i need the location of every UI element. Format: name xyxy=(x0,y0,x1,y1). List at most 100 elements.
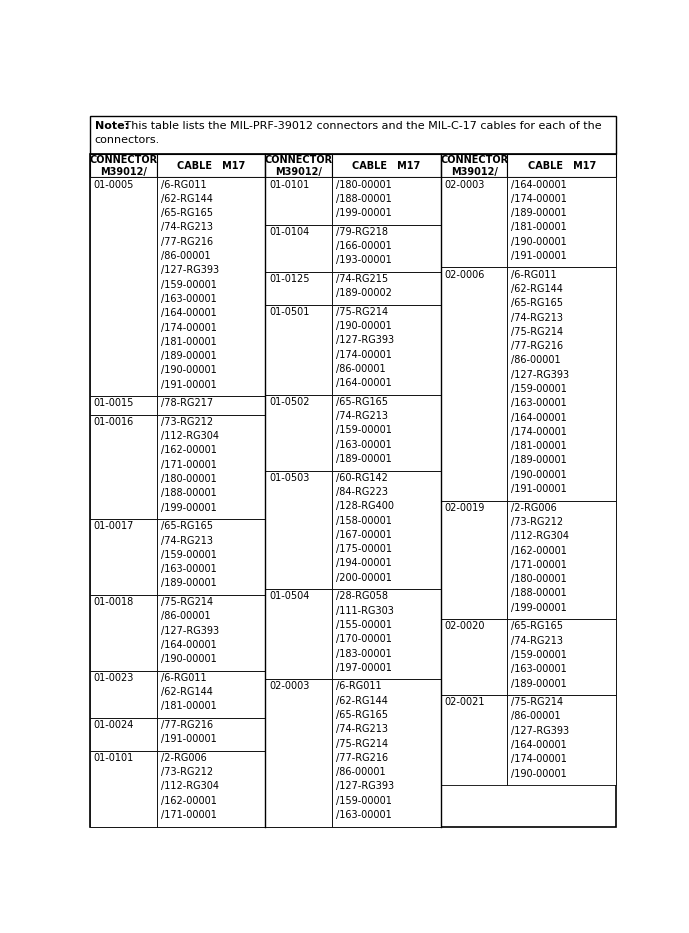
Text: /191-00001: /191-00001 xyxy=(511,484,567,494)
Bar xyxy=(90,595,156,671)
Text: /189-00001: /189-00001 xyxy=(511,455,567,466)
Text: /73-RG212: /73-RG212 xyxy=(161,417,213,427)
Text: 01-0017: 01-0017 xyxy=(94,522,134,531)
Text: /65-RG165: /65-RG165 xyxy=(336,397,388,407)
Text: /190-00001: /190-00001 xyxy=(336,321,391,331)
Text: /181-00001: /181-00001 xyxy=(511,222,567,232)
Text: /159-00001: /159-00001 xyxy=(336,796,392,806)
Text: /163-00001: /163-00001 xyxy=(511,664,567,675)
Text: /164-00001: /164-00001 xyxy=(161,308,216,318)
Text: /191-00001: /191-00001 xyxy=(161,734,216,745)
Text: /74-RG213: /74-RG213 xyxy=(336,411,388,421)
Text: /158-00001: /158-00001 xyxy=(336,516,392,525)
Text: CABLE   M17: CABLE M17 xyxy=(352,160,420,171)
Text: /74-RG213: /74-RG213 xyxy=(161,536,212,546)
Bar xyxy=(441,500,508,620)
Bar xyxy=(441,268,508,500)
Text: /181-00001: /181-00001 xyxy=(161,337,216,347)
Bar xyxy=(265,679,332,827)
Text: 02-0020: 02-0020 xyxy=(444,621,485,632)
Text: /73-RG212: /73-RG212 xyxy=(511,517,564,527)
Text: 01-0005: 01-0005 xyxy=(94,179,134,189)
Bar xyxy=(90,116,616,154)
Text: /74-RG213: /74-RG213 xyxy=(161,222,212,232)
Text: /174-00001: /174-00001 xyxy=(161,323,216,332)
Bar xyxy=(508,177,616,268)
Text: /28-RG058: /28-RG058 xyxy=(336,592,388,602)
Bar xyxy=(156,177,265,397)
Bar xyxy=(508,154,616,177)
Text: 01-0502: 01-0502 xyxy=(269,397,310,407)
Text: /62-RG144: /62-RG144 xyxy=(336,696,388,705)
Text: /163-00001: /163-00001 xyxy=(161,564,216,574)
Text: /159-00001: /159-00001 xyxy=(511,384,567,394)
Text: 01-0104: 01-0104 xyxy=(269,227,309,237)
Text: /190-00001: /190-00001 xyxy=(161,366,216,375)
Text: 01-0023: 01-0023 xyxy=(94,673,134,683)
Text: /6-RG011: /6-RG011 xyxy=(511,270,557,280)
Text: /127-RG393: /127-RG393 xyxy=(161,626,218,635)
Text: /163-00001: /163-00001 xyxy=(336,439,391,450)
Text: /200-00001: /200-00001 xyxy=(336,573,392,583)
Text: /190-00001: /190-00001 xyxy=(511,769,567,779)
Bar xyxy=(508,620,616,695)
Bar xyxy=(265,177,332,225)
Text: /193-00001: /193-00001 xyxy=(336,256,391,265)
Text: /75-RG214: /75-RG214 xyxy=(161,597,213,607)
Text: /2-RG006: /2-RG006 xyxy=(511,503,557,512)
Text: /163-00001: /163-00001 xyxy=(336,810,391,820)
Text: /127-RG393: /127-RG393 xyxy=(511,369,570,380)
Text: /6-RG011: /6-RG011 xyxy=(336,681,382,691)
Text: /60-RG142: /60-RG142 xyxy=(336,473,388,482)
Text: /197-00001: /197-00001 xyxy=(336,662,392,673)
Bar xyxy=(90,415,156,519)
Text: /199-00001: /199-00001 xyxy=(336,208,391,218)
Bar xyxy=(265,470,332,589)
Bar xyxy=(332,470,441,589)
Text: /62-RG144: /62-RG144 xyxy=(161,687,212,697)
Text: /190-00001: /190-00001 xyxy=(161,654,216,664)
Bar xyxy=(156,671,265,717)
Text: 02-0006: 02-0006 xyxy=(444,270,485,280)
Text: /164-00001: /164-00001 xyxy=(511,179,567,189)
Text: /128-RG400: /128-RG400 xyxy=(336,501,394,511)
Text: /174-00001: /174-00001 xyxy=(336,350,392,360)
Text: /84-RG223: /84-RG223 xyxy=(336,487,388,497)
Text: /171-00001: /171-00001 xyxy=(161,460,216,470)
Text: /65-RG165: /65-RG165 xyxy=(336,710,388,720)
Text: /74-RG213: /74-RG213 xyxy=(511,313,564,323)
Bar xyxy=(332,154,441,177)
Bar xyxy=(156,397,265,415)
Bar xyxy=(332,225,441,272)
Text: /111-RG303: /111-RG303 xyxy=(336,606,394,616)
Text: /6-RG011: /6-RG011 xyxy=(161,673,206,683)
Text: /78-RG217: /78-RG217 xyxy=(161,398,213,409)
Text: /159-00001: /159-00001 xyxy=(161,280,216,289)
Text: /164-00001: /164-00001 xyxy=(161,640,216,650)
Bar xyxy=(156,751,265,827)
Text: /127-RG393: /127-RG393 xyxy=(511,726,570,736)
Text: /181-00001: /181-00001 xyxy=(161,702,216,712)
Text: /65-RG165: /65-RG165 xyxy=(511,621,564,632)
Text: /175-00001: /175-00001 xyxy=(336,544,392,554)
Text: /174-00001: /174-00001 xyxy=(511,194,567,203)
Text: /75-RG214: /75-RG214 xyxy=(511,327,564,337)
Text: /86-00001: /86-00001 xyxy=(161,611,210,621)
Text: /190-00001: /190-00001 xyxy=(511,470,567,480)
Bar xyxy=(265,225,332,272)
Text: /65-RG165: /65-RG165 xyxy=(161,208,212,218)
Text: /162-00001: /162-00001 xyxy=(161,796,216,806)
Bar xyxy=(156,595,265,671)
Text: /167-00001: /167-00001 xyxy=(336,530,392,540)
Text: /189-00001: /189-00001 xyxy=(511,678,567,689)
Bar xyxy=(90,519,156,595)
Text: /180-00001: /180-00001 xyxy=(161,474,216,484)
Text: 02-0019: 02-0019 xyxy=(444,503,485,512)
Text: /199-00001: /199-00001 xyxy=(161,503,216,512)
Text: CONNECTOR
M39012/: CONNECTOR M39012/ xyxy=(90,155,157,176)
Bar xyxy=(332,272,441,305)
Text: /86-00001: /86-00001 xyxy=(511,355,561,366)
Text: /86-00001: /86-00001 xyxy=(336,767,386,777)
Text: /164-00001: /164-00001 xyxy=(511,412,567,423)
Text: /180-00001: /180-00001 xyxy=(511,574,567,584)
